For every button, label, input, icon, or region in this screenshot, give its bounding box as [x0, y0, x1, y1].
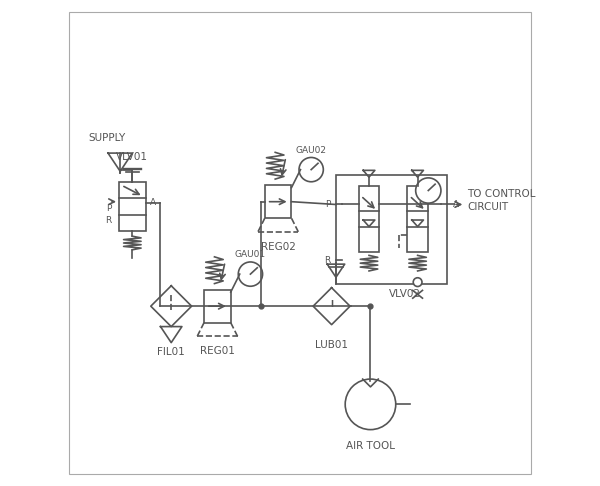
Bar — [119, 182, 146, 231]
Circle shape — [413, 278, 422, 286]
Bar — [204, 290, 231, 323]
Circle shape — [238, 262, 263, 286]
Text: TO CONTROL
CIRCUIT: TO CONTROL CIRCUIT — [467, 189, 536, 212]
Text: AIR TOOL: AIR TOOL — [346, 441, 395, 451]
Circle shape — [416, 178, 441, 203]
Circle shape — [345, 379, 396, 430]
Text: R: R — [324, 256, 330, 265]
Text: P: P — [325, 200, 330, 209]
Text: A: A — [452, 200, 459, 209]
Text: REG02: REG02 — [260, 242, 296, 252]
Text: I: I — [330, 300, 333, 309]
Text: FIL01: FIL01 — [157, 347, 185, 357]
Text: SUPPLY: SUPPLY — [89, 133, 126, 143]
Circle shape — [299, 157, 323, 182]
Text: GAU01: GAU01 — [235, 250, 266, 259]
Text: REG01: REG01 — [200, 346, 235, 356]
Text: VLV01: VLV01 — [116, 152, 148, 162]
Text: A: A — [149, 198, 156, 207]
Bar — [407, 186, 428, 252]
Text: GAU02: GAU02 — [296, 146, 326, 155]
Bar — [336, 175, 447, 284]
Bar — [359, 186, 379, 252]
Text: P: P — [106, 205, 112, 213]
Text: R: R — [106, 216, 112, 225]
Text: LUB01: LUB01 — [315, 340, 348, 350]
Text: VLV02: VLV02 — [389, 290, 421, 299]
Bar — [265, 185, 292, 218]
